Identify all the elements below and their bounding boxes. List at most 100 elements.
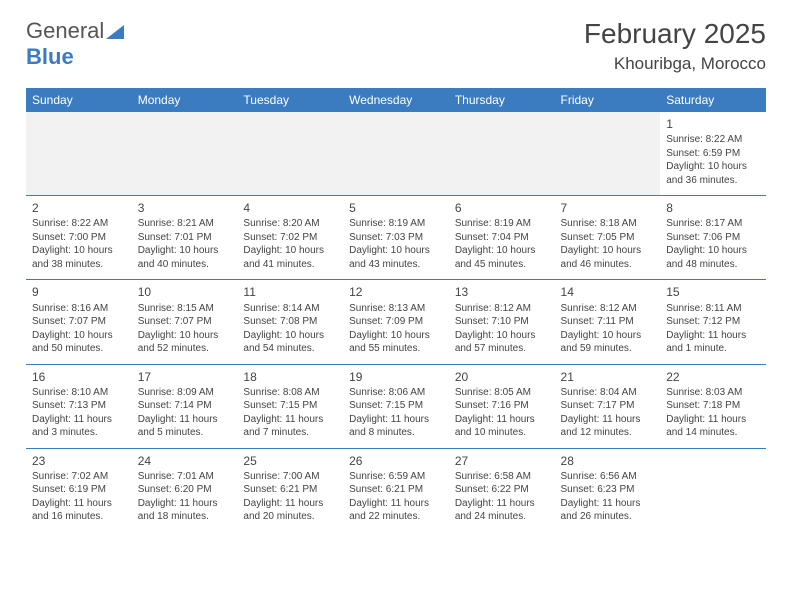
day-cell: 27Sunrise: 6:58 AMSunset: 6:22 PMDayligh… bbox=[449, 448, 555, 532]
day-detail: Daylight: 10 hours bbox=[349, 329, 443, 343]
day-number: 9 bbox=[32, 284, 126, 300]
day-detail: and 41 minutes. bbox=[243, 258, 337, 272]
day-cell: 11Sunrise: 8:14 AMSunset: 7:08 PMDayligh… bbox=[237, 280, 343, 364]
day-cell: 8Sunrise: 8:17 AMSunset: 7:06 PMDaylight… bbox=[660, 196, 766, 280]
day-cell: 23Sunrise: 7:02 AMSunset: 6:19 PMDayligh… bbox=[26, 448, 132, 532]
day-detail: Daylight: 10 hours bbox=[138, 244, 232, 258]
day-detail: Sunset: 7:04 PM bbox=[455, 231, 549, 245]
day-detail: and 1 minute. bbox=[666, 342, 760, 356]
day-detail: Daylight: 11 hours bbox=[32, 413, 126, 427]
day-number: 24 bbox=[138, 453, 232, 469]
day-detail: Daylight: 10 hours bbox=[32, 244, 126, 258]
day-detail: Sunset: 7:18 PM bbox=[666, 399, 760, 413]
day-detail: and 43 minutes. bbox=[349, 258, 443, 272]
day-detail: Sunset: 7:02 PM bbox=[243, 231, 337, 245]
day-detail: and 22 minutes. bbox=[349, 510, 443, 524]
calendar-body: 1Sunrise: 8:22 AMSunset: 6:59 PMDaylight… bbox=[26, 112, 766, 532]
day-cell: 14Sunrise: 8:12 AMSunset: 7:11 PMDayligh… bbox=[555, 280, 661, 364]
day-detail: and 7 minutes. bbox=[243, 426, 337, 440]
day-number: 6 bbox=[455, 200, 549, 216]
day-detail: Sunrise: 7:01 AM bbox=[138, 470, 232, 484]
day-cell: 17Sunrise: 8:09 AMSunset: 7:14 PMDayligh… bbox=[132, 364, 238, 448]
day-cell: 7Sunrise: 8:18 AMSunset: 7:05 PMDaylight… bbox=[555, 196, 661, 280]
day-detail: and 8 minutes. bbox=[349, 426, 443, 440]
day-detail: and 55 minutes. bbox=[349, 342, 443, 356]
logo-text-1: General bbox=[26, 18, 104, 44]
day-detail: Sunset: 7:11 PM bbox=[561, 315, 655, 329]
day-number: 22 bbox=[666, 369, 760, 385]
day-detail: Sunrise: 6:59 AM bbox=[349, 470, 443, 484]
day-detail: Daylight: 11 hours bbox=[32, 497, 126, 511]
day-detail: and 54 minutes. bbox=[243, 342, 337, 356]
day-cell: 20Sunrise: 8:05 AMSunset: 7:16 PMDayligh… bbox=[449, 364, 555, 448]
day-detail: Sunrise: 8:12 AM bbox=[455, 302, 549, 316]
day-detail: Daylight: 10 hours bbox=[666, 244, 760, 258]
day-detail: Daylight: 10 hours bbox=[455, 329, 549, 343]
day-detail: Sunrise: 7:02 AM bbox=[32, 470, 126, 484]
day-detail: and 3 minutes. bbox=[32, 426, 126, 440]
day-detail: Sunrise: 8:10 AM bbox=[32, 386, 126, 400]
day-detail: Daylight: 11 hours bbox=[666, 413, 760, 427]
day-detail: Sunset: 6:21 PM bbox=[243, 483, 337, 497]
title-block: February 2025 Khouribga, Morocco bbox=[584, 18, 766, 74]
day-detail: Sunset: 7:14 PM bbox=[138, 399, 232, 413]
day-detail: Daylight: 11 hours bbox=[455, 497, 549, 511]
day-detail: Sunrise: 8:06 AM bbox=[349, 386, 443, 400]
day-detail: Sunset: 7:07 PM bbox=[32, 315, 126, 329]
day-cell: 12Sunrise: 8:13 AMSunset: 7:09 PMDayligh… bbox=[343, 280, 449, 364]
day-number: 28 bbox=[561, 453, 655, 469]
logo-triangle-icon bbox=[106, 23, 124, 39]
day-detail: Sunrise: 8:20 AM bbox=[243, 217, 337, 231]
day-detail: and 20 minutes. bbox=[243, 510, 337, 524]
day-detail: Sunrise: 8:16 AM bbox=[32, 302, 126, 316]
day-detail: Sunset: 7:08 PM bbox=[243, 315, 337, 329]
day-detail: Sunset: 6:19 PM bbox=[32, 483, 126, 497]
day-number: 5 bbox=[349, 200, 443, 216]
day-detail: Sunset: 7:12 PM bbox=[666, 315, 760, 329]
day-detail: Daylight: 10 hours bbox=[455, 244, 549, 258]
day-number: 20 bbox=[455, 369, 549, 385]
day-detail: Daylight: 11 hours bbox=[138, 497, 232, 511]
day-cell: 5Sunrise: 8:19 AMSunset: 7:03 PMDaylight… bbox=[343, 196, 449, 280]
header: General February 2025 Khouribga, Morocco bbox=[26, 18, 766, 74]
day-cell: 2Sunrise: 8:22 AMSunset: 7:00 PMDaylight… bbox=[26, 196, 132, 280]
day-number: 18 bbox=[243, 369, 337, 385]
day-cell bbox=[26, 112, 132, 196]
weekday-header: Wednesday bbox=[343, 88, 449, 112]
day-cell: 4Sunrise: 8:20 AMSunset: 7:02 PMDaylight… bbox=[237, 196, 343, 280]
day-detail: Sunrise: 6:56 AM bbox=[561, 470, 655, 484]
day-detail: Sunset: 7:07 PM bbox=[138, 315, 232, 329]
day-detail: Daylight: 10 hours bbox=[32, 329, 126, 343]
day-detail: Sunset: 6:23 PM bbox=[561, 483, 655, 497]
day-cell bbox=[555, 112, 661, 196]
day-detail: Daylight: 10 hours bbox=[138, 329, 232, 343]
day-detail: Sunset: 7:05 PM bbox=[561, 231, 655, 245]
day-cell: 1Sunrise: 8:22 AMSunset: 6:59 PMDaylight… bbox=[660, 112, 766, 196]
day-cell: 22Sunrise: 8:03 AMSunset: 7:18 PMDayligh… bbox=[660, 364, 766, 448]
day-detail: Sunset: 6:20 PM bbox=[138, 483, 232, 497]
day-detail: and 18 minutes. bbox=[138, 510, 232, 524]
day-number: 7 bbox=[561, 200, 655, 216]
day-detail: Sunrise: 8:22 AM bbox=[666, 133, 760, 147]
day-number: 26 bbox=[349, 453, 443, 469]
logo-text-2: Blue bbox=[26, 44, 74, 70]
day-detail: Sunrise: 8:04 AM bbox=[561, 386, 655, 400]
day-number: 4 bbox=[243, 200, 337, 216]
day-detail: Daylight: 10 hours bbox=[243, 244, 337, 258]
day-detail: Sunset: 7:17 PM bbox=[561, 399, 655, 413]
day-number: 15 bbox=[666, 284, 760, 300]
day-detail: Sunrise: 8:15 AM bbox=[138, 302, 232, 316]
day-detail: Daylight: 11 hours bbox=[455, 413, 549, 427]
day-number: 2 bbox=[32, 200, 126, 216]
weekday-header: Sunday bbox=[26, 88, 132, 112]
day-number: 10 bbox=[138, 284, 232, 300]
day-detail: and 26 minutes. bbox=[561, 510, 655, 524]
day-detail: and 12 minutes. bbox=[561, 426, 655, 440]
day-detail: Sunset: 6:22 PM bbox=[455, 483, 549, 497]
day-cell: 9 Sunrise: 8:16 AMSunset: 7:07 PMDaylight… bbox=[26, 280, 132, 364]
day-number: 25 bbox=[243, 453, 337, 469]
day-cell: 16Sunrise: 8:10 AMSunset: 7:13 PMDayligh… bbox=[26, 364, 132, 448]
day-detail: Daylight: 10 hours bbox=[561, 329, 655, 343]
day-cell: 10 Sunrise: 8:15 AMSunset: 7:07 PMDayligh… bbox=[132, 280, 238, 364]
day-detail: and 14 minutes. bbox=[666, 426, 760, 440]
